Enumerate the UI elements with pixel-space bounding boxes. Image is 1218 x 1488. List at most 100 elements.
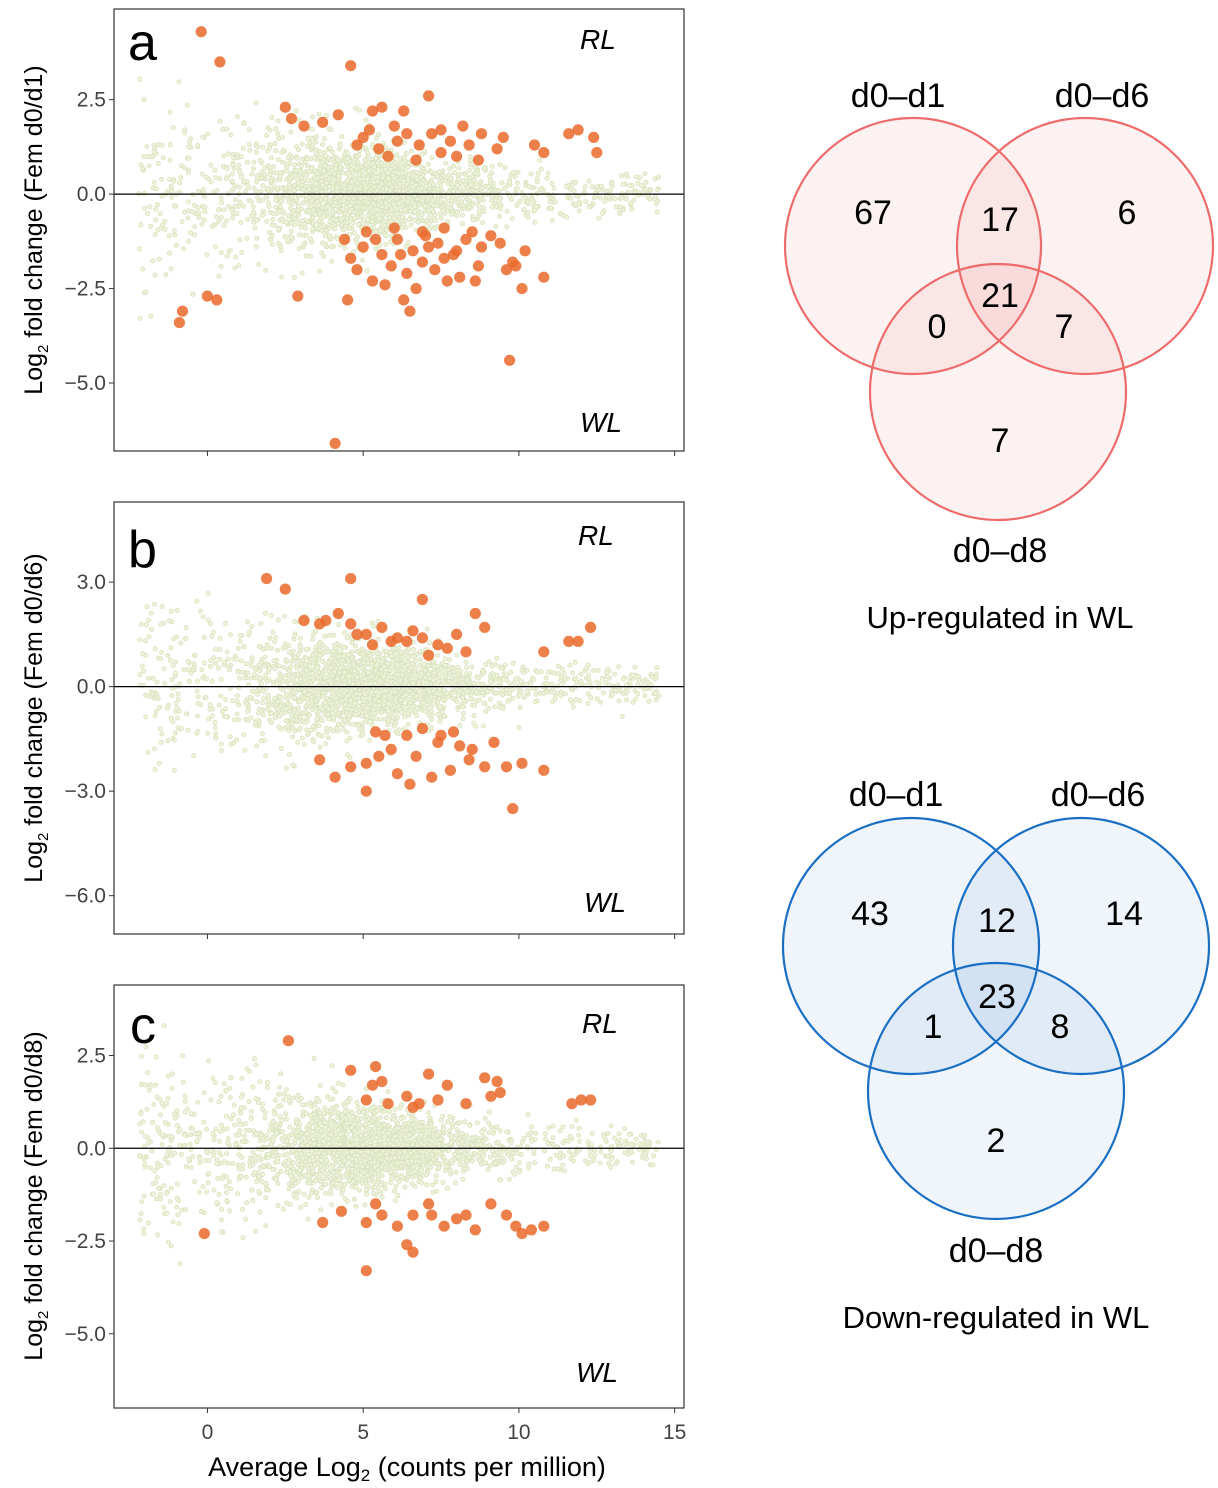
background-point (366, 671, 370, 675)
background-point (380, 711, 384, 715)
highlighted-point (386, 636, 397, 647)
background-point (460, 213, 464, 217)
background-point (556, 684, 560, 688)
background-point (639, 183, 643, 187)
highlighted-point (398, 294, 409, 305)
background-point (414, 175, 418, 179)
background-point (395, 657, 399, 661)
highlighted-point (501, 761, 512, 772)
background-point (448, 658, 452, 662)
background-point (216, 208, 220, 212)
background-point (174, 660, 178, 664)
background-point (170, 195, 174, 199)
background-point (493, 705, 497, 709)
background-point (163, 227, 167, 231)
background-point (352, 216, 356, 220)
background-point (457, 690, 461, 694)
background-point (167, 177, 171, 181)
background-point (450, 676, 454, 680)
highlighted-point (280, 102, 291, 113)
background-point (257, 644, 261, 648)
background-point (426, 162, 430, 166)
background-point (170, 693, 174, 697)
background-point (321, 223, 325, 227)
background-point (250, 172, 254, 176)
background-point (243, 189, 247, 193)
background-point (271, 217, 275, 221)
background-point (474, 690, 478, 694)
background-point (280, 199, 284, 203)
background-point (175, 706, 179, 710)
background-point (193, 653, 197, 657)
background-point (148, 695, 152, 699)
background-point (237, 703, 241, 707)
highlighted-point (439, 223, 450, 234)
background-point (643, 187, 647, 191)
background-point (196, 729, 200, 733)
background-point (342, 691, 346, 695)
background-point (142, 669, 146, 673)
highlighted-point (445, 136, 456, 147)
background-point (272, 659, 276, 663)
background-point (443, 664, 447, 668)
background-point (407, 218, 411, 222)
background-point (448, 167, 452, 171)
background-point (141, 267, 145, 271)
background-point (288, 694, 292, 698)
background-point (412, 647, 416, 651)
highlighted-point (448, 726, 459, 737)
background-point (345, 220, 349, 224)
background-point (413, 205, 417, 209)
background-point (561, 213, 565, 217)
background-point (507, 681, 511, 685)
highlighted-point (177, 306, 188, 317)
background-point (313, 212, 317, 216)
background-point (163, 682, 167, 686)
background-point (354, 712, 358, 716)
background-point (316, 171, 320, 175)
background-point (157, 257, 161, 261)
background-point (238, 200, 242, 204)
background-point (559, 690, 563, 694)
background-point (152, 602, 156, 606)
highlighted-point (451, 151, 462, 162)
background-point (355, 166, 359, 170)
background-point (577, 209, 581, 213)
background-point (314, 140, 318, 144)
background-point (187, 679, 191, 683)
background-point (295, 666, 299, 670)
x-ticks-a (207, 451, 674, 456)
highlighted-point (492, 143, 503, 154)
background-point (402, 179, 406, 183)
background-point (321, 695, 325, 699)
background-point (318, 648, 322, 652)
background-point (204, 695, 208, 699)
highlighted-point (426, 128, 437, 139)
background-point (355, 206, 359, 210)
background-point (600, 676, 604, 680)
background-point (482, 701, 486, 705)
ma-plot-a: 2.50.0−2.5−5.0 a RL WL Log2 fold change … (20, 9, 684, 456)
background-point (657, 175, 661, 179)
background-point (264, 754, 268, 758)
background-point (636, 692, 640, 696)
background-point (231, 156, 235, 160)
background-point (349, 699, 353, 703)
background-point (450, 691, 454, 695)
background-point (288, 678, 292, 682)
background-point (353, 687, 357, 691)
background-point (278, 704, 282, 708)
background-point (262, 696, 266, 700)
background-point (242, 204, 246, 208)
background-point (225, 650, 229, 654)
background-point (218, 657, 222, 661)
background-point (350, 722, 354, 726)
background-point (280, 275, 284, 279)
background-point (323, 242, 327, 246)
background-point (283, 726, 287, 730)
background-point (402, 189, 406, 193)
background-point (290, 221, 294, 225)
background-point (474, 189, 478, 193)
highlighted-point (516, 758, 527, 769)
background-point (321, 681, 325, 685)
